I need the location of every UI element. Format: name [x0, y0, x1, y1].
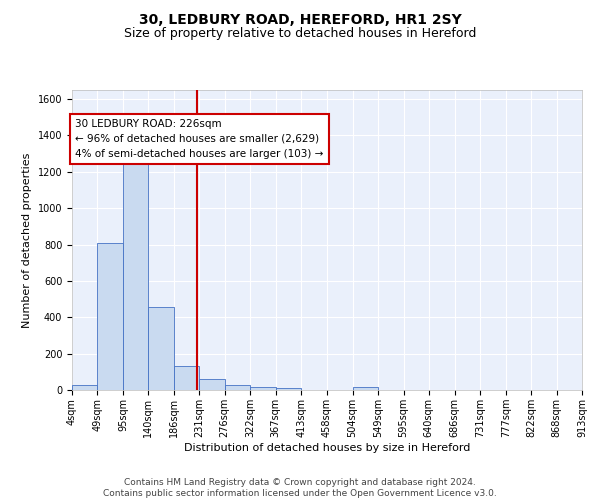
Text: 30, LEDBURY ROAD, HEREFORD, HR1 2SY: 30, LEDBURY ROAD, HEREFORD, HR1 2SY	[139, 12, 461, 26]
Bar	[97, 242, 123, 390]
Text: 30 LEDBURY ROAD: 226sqm
← 96% of detached houses are smaller (2,629)
4% of semi-: 30 LEDBURY ROAD: 226sqm ← 96% of detache…	[76, 119, 324, 158]
Bar	[199, 378, 224, 390]
Text: Contains HM Land Registry data © Crown copyright and database right 2024.
Contai: Contains HM Land Registry data © Crown c…	[103, 478, 497, 498]
Y-axis label: Number of detached properties: Number of detached properties	[22, 152, 32, 328]
Bar	[72, 386, 97, 390]
Bar	[353, 388, 378, 390]
Bar	[250, 388, 275, 390]
Bar	[174, 366, 199, 390]
Bar	[224, 386, 250, 390]
Bar	[148, 306, 174, 390]
X-axis label: Distribution of detached houses by size in Hereford: Distribution of detached houses by size …	[184, 442, 470, 452]
Text: Size of property relative to detached houses in Hereford: Size of property relative to detached ho…	[124, 28, 476, 40]
Bar	[123, 164, 148, 390]
Bar	[275, 388, 301, 390]
